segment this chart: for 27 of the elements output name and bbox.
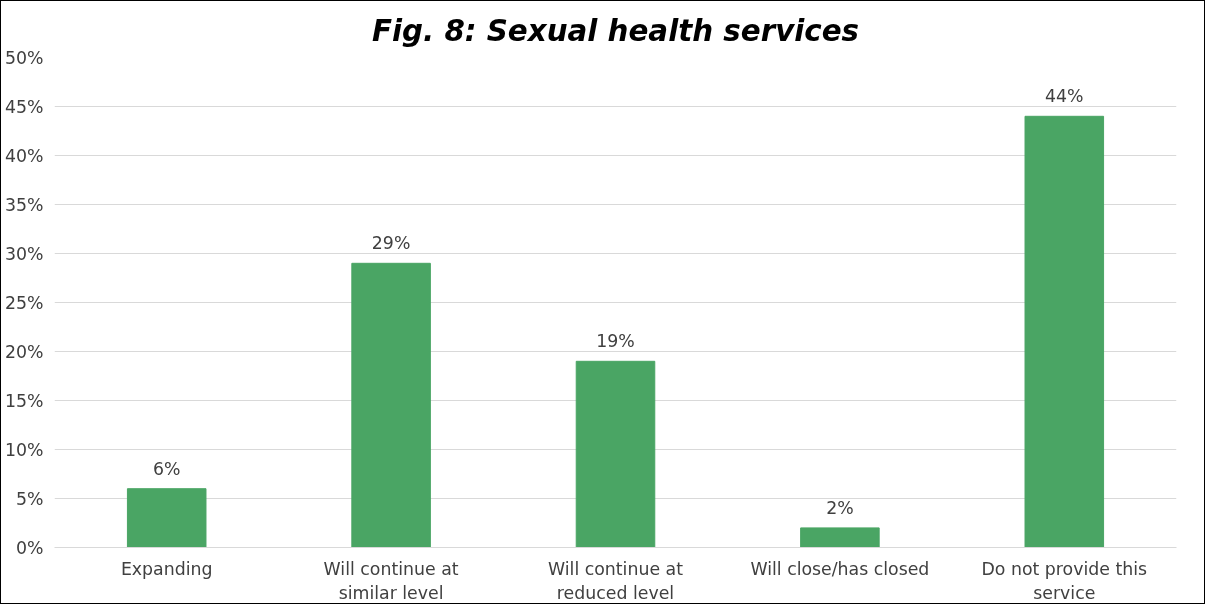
data-label: 19% <box>596 331 635 352</box>
y-tick-label: 40% <box>4 145 44 166</box>
bar <box>126 488 207 548</box>
data-label: 29% <box>371 233 411 254</box>
bar <box>351 262 431 548</box>
bar <box>800 527 880 548</box>
data-label: 2% <box>826 497 854 518</box>
bar <box>575 360 656 548</box>
y-tick-label: 20% <box>4 341 44 362</box>
y-tick-label: 5% <box>16 488 44 509</box>
x-tick-label: Will continue at similar level <box>323 558 459 603</box>
y-tick-label: 45% <box>4 96 44 117</box>
x-tick-label: Do not provide this service <box>981 558 1148 603</box>
y-tick-label: 15% <box>4 390 44 411</box>
y-tick-label: 50% <box>4 47 44 68</box>
y-tick-label: 30% <box>4 243 44 264</box>
chart-title: Fig. 8: Sexual health services <box>371 13 860 48</box>
x-tick-label: Will continue at reduced level <box>548 558 684 603</box>
x-tick-label: Expanding <box>120 558 213 579</box>
x-tick-label: Will close/has closed <box>750 558 930 579</box>
data-label: 44% <box>1045 86 1084 107</box>
y-tick-label: 25% <box>4 292 44 313</box>
y-tick-label: 0% <box>16 537 44 558</box>
data-label: 6% <box>152 458 181 479</box>
bar <box>1024 115 1105 548</box>
y-tick-label: 35% <box>4 194 44 215</box>
y-tick-label: 10% <box>4 439 44 460</box>
